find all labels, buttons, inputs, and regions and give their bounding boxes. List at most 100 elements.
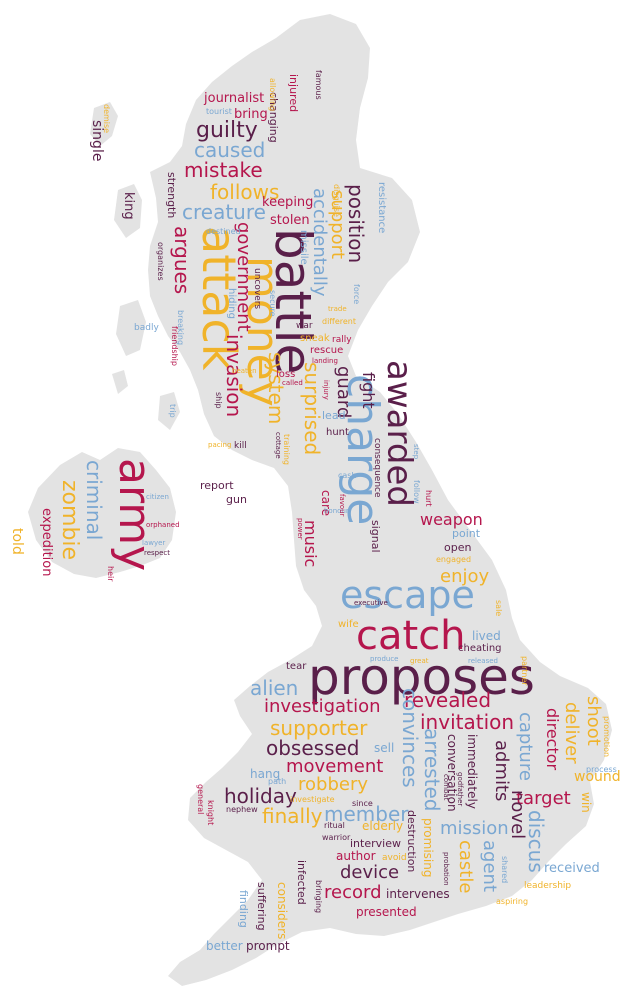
cloud-word: caused <box>194 138 266 162</box>
cloud-word: badly <box>134 323 159 333</box>
cloud-word: trip <box>168 404 177 418</box>
cloud-word: signal <box>369 520 382 553</box>
cloud-word: record <box>324 882 382 903</box>
cloud-word: process <box>586 765 617 774</box>
cloud-word: expedition <box>39 508 54 577</box>
cloud-word: suffering <box>255 882 268 931</box>
cloud-word: friendship <box>170 326 179 366</box>
cloud-word: leadership <box>524 881 572 891</box>
cloud-word: power <box>296 518 304 540</box>
cloud-word: partner <box>520 656 529 686</box>
cloud-word: fight <box>359 372 378 409</box>
cloud-word: immediately <box>465 734 479 809</box>
cloud-word: escape <box>340 573 475 617</box>
cloud-word: beaten <box>232 367 257 375</box>
cloud-word: surprised <box>300 362 324 456</box>
cloud-word: considers <box>275 882 289 940</box>
cloud-word: disguise <box>332 184 341 217</box>
cloud-word: position <box>344 184 368 264</box>
cloud-word: journalist <box>204 91 265 106</box>
cloud-word: step <box>412 444 420 460</box>
cloud-word: hunt <box>326 427 349 438</box>
cloud-word: finally <box>262 804 323 828</box>
cloud-word: target <box>516 788 571 809</box>
cloud-word: single <box>89 120 105 162</box>
cloud-word: director <box>543 708 562 771</box>
cloud-word: sell <box>374 741 395 755</box>
cloud-word: creature <box>182 200 266 224</box>
cloud-word: resistance <box>376 182 387 234</box>
cloud-word: invitation <box>420 710 515 734</box>
cloud-word: nephew <box>226 805 258 814</box>
cloud-word: aspiring <box>496 897 529 906</box>
britain-shape <box>148 14 612 986</box>
cloud-word: castle <box>455 840 476 894</box>
cloud-word: proposes <box>308 648 535 706</box>
cloud-word: lived <box>472 629 501 643</box>
cloud-word: heir <box>106 566 115 582</box>
cloud-word: awarded <box>379 360 419 507</box>
cloud-word: system <box>264 352 288 425</box>
cloud-word: supporter <box>270 716 368 740</box>
cloud-word: sneak <box>300 333 330 344</box>
cloud-word: music <box>301 520 320 568</box>
cloud-word: open <box>444 541 472 554</box>
cloud-word: presented <box>356 905 417 919</box>
cloud-word: mission <box>440 818 509 839</box>
cloud-word: prompt <box>246 939 290 953</box>
cloud-word: pacing <box>208 441 232 449</box>
cloud-word: revealed <box>404 688 492 712</box>
cloud-word: released <box>468 657 498 665</box>
island-shape <box>116 300 146 356</box>
cloud-word: strength <box>165 172 178 219</box>
cloud-word: honour <box>324 507 349 515</box>
cloud-word: better <box>206 939 243 953</box>
cloud-word: keeping <box>262 195 314 210</box>
cloud-word: rally <box>332 335 352 345</box>
cloud-word: follows <box>210 180 280 204</box>
cloud-word: weapon <box>420 510 483 529</box>
cloud-word: discus <box>524 810 548 873</box>
cloud-word: robbery <box>298 774 368 795</box>
cloud-word: report <box>200 479 234 492</box>
cloud-word: force <box>352 284 361 305</box>
cloud-word: great <box>410 657 429 665</box>
cloud-word: criminal <box>82 460 106 541</box>
cloud-word: mistake <box>184 158 263 182</box>
cloud-word: investigate <box>290 795 335 804</box>
cloud-word: destined <box>206 227 241 236</box>
cloud-word: enjoy <box>440 566 490 587</box>
cloud-word: loss <box>276 369 296 380</box>
cloud-word: executive <box>354 599 388 607</box>
cloud-word: bring <box>234 107 268 122</box>
cloud-word: war <box>296 321 313 331</box>
cloud-word: bringing <box>314 880 323 914</box>
cloud-word: catch <box>356 613 466 659</box>
cloud-word: guilty <box>196 118 258 143</box>
cloud-word: invasion <box>222 334 246 418</box>
cloud-word: wound <box>574 769 621 785</box>
cloud-word: member <box>324 802 409 826</box>
cloud-word: sale <box>494 600 503 617</box>
cloud-word: allowing <box>268 78 277 112</box>
cloud-word: king <box>121 192 136 220</box>
cloud-word: convinces <box>398 688 422 788</box>
cloud-word: investigation <box>264 696 381 717</box>
cloud-word: infected <box>295 860 308 905</box>
cloud-word: cash <box>338 471 357 480</box>
cloud-word: follow <box>412 480 421 504</box>
cloud-word: rescue <box>310 345 344 356</box>
cloud-word: trade <box>328 305 347 313</box>
cloud-word: win <box>579 792 593 813</box>
cloud-word: training <box>282 434 291 465</box>
cloud-word: finding <box>237 890 250 928</box>
cloud-word: favour <box>338 494 346 517</box>
cloud-word: told <box>9 528 25 555</box>
cloud-word: engaged <box>436 555 472 564</box>
cloud-word: avoid <box>382 853 407 863</box>
cloud-word: injury <box>322 380 330 400</box>
cloud-word: obsessed <box>266 736 360 760</box>
cloud-word: warrior <box>322 833 351 842</box>
